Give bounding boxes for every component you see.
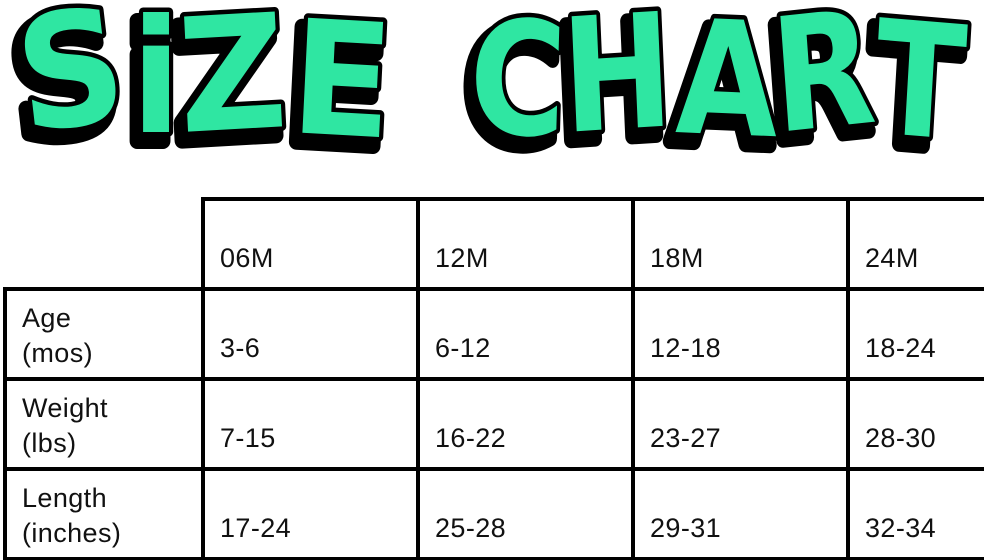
cell-age-18m: 12-18 [631, 287, 850, 381]
cell-weight-18m: 23-27 [631, 377, 850, 471]
cell-weight-24m: 28-30 [846, 377, 984, 471]
column-header-12m: 12M [416, 197, 635, 291]
header-row: 06M 12M 18M 24M [5, 197, 984, 291]
title-word-size-shadow: SiZE [0, 0, 391, 170]
column-header-06m: 06M [201, 197, 420, 291]
table-row-age: Age (mos) 3-6 6-12 12-18 18-24 [3, 287, 984, 381]
corner-blank-cell [5, 199, 203, 289]
cell-weight-12m: 16-22 [416, 377, 635, 471]
row-label-unit: (lbs) [22, 428, 77, 458]
size-chart-title: SiZE CHART SiZE CHART [0, 0, 977, 170]
column-header-18m: 18M [631, 197, 850, 291]
table-body: Age (mos) 3-6 6-12 12-18 18-24 Weight (lbs) 7-15… [3, 287, 984, 560]
row-label-weight: Weight (lbs) [3, 377, 205, 471]
cell-age-06m: 3-6 [201, 287, 420, 381]
cell-length-24m: 32-34 [846, 467, 984, 560]
row-label-text: Length [22, 483, 107, 514]
column-header-24m: 24M [846, 197, 984, 291]
row-label-text: Weight [22, 393, 108, 424]
table-row-weight: Weight (lbs) 7-15 16-22 23-27 28-30 [3, 377, 984, 471]
title-shadow-layer: SiZE CHART [0, 0, 974, 170]
cell-age-24m: 18-24 [846, 287, 984, 381]
row-label-text: Age [22, 303, 72, 334]
title-word-size: SiZE [6, 0, 397, 170]
row-label-length: Length (inches) [3, 467, 205, 560]
cell-age-12m: 6-12 [416, 287, 635, 381]
row-label-unit: (mos) [22, 338, 93, 368]
cell-weight-06m: 7-15 [201, 377, 420, 471]
size-chart-table: 06M 12M 18M 24M Age (mos) 3-6 6-12 12-18 18-24 We… [3, 197, 984, 560]
row-label-unit: (inches) [22, 518, 122, 548]
cell-length-18m: 29-31 [631, 467, 850, 560]
row-label-age: Age (mos) [3, 287, 205, 381]
table-row-length: Length (inches) 17-24 25-28 29-31 32-34 [3, 467, 984, 560]
title-word-chart: CHART [467, 0, 972, 170]
cell-length-06m: 17-24 [201, 467, 420, 560]
title-main-layer: SiZE CHART [2, 0, 977, 170]
title-word-chart-shadow: CHART [461, 0, 966, 170]
cell-length-12m: 25-28 [416, 467, 635, 560]
